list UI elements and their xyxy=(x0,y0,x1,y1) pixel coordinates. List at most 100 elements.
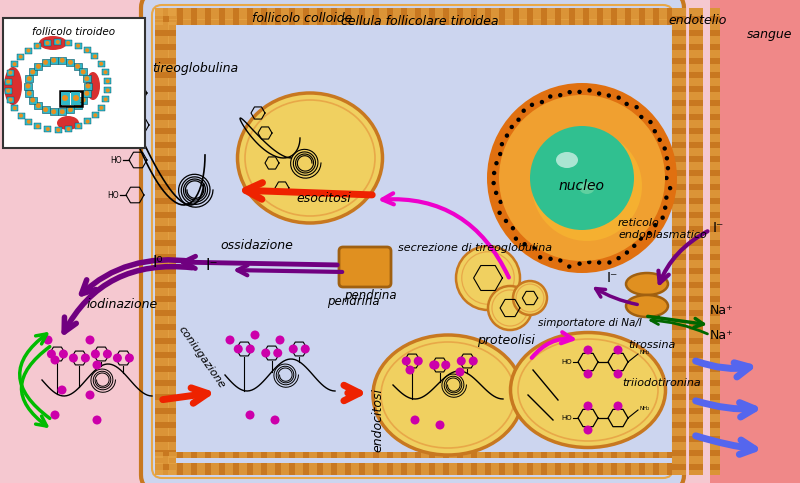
Circle shape xyxy=(93,55,97,58)
Bar xyxy=(672,162,686,170)
Circle shape xyxy=(491,181,496,185)
Bar xyxy=(477,8,485,20)
Bar xyxy=(519,19,527,25)
Circle shape xyxy=(558,93,562,98)
Bar xyxy=(519,452,527,458)
Circle shape xyxy=(81,70,86,74)
Bar xyxy=(155,134,169,142)
Bar xyxy=(689,470,703,475)
Bar xyxy=(211,463,219,475)
Bar xyxy=(365,8,373,20)
Bar xyxy=(155,176,169,184)
Bar xyxy=(672,302,686,310)
Bar xyxy=(689,456,703,464)
Bar xyxy=(168,428,176,436)
Bar xyxy=(672,78,686,86)
Bar xyxy=(323,452,331,458)
Bar xyxy=(281,8,289,20)
Circle shape xyxy=(106,79,110,83)
Bar xyxy=(168,22,176,30)
Text: I⁻: I⁻ xyxy=(206,257,218,272)
Bar xyxy=(239,463,247,475)
Circle shape xyxy=(494,191,498,195)
Bar xyxy=(183,8,191,20)
Bar xyxy=(211,19,219,25)
Bar xyxy=(393,452,401,458)
Bar xyxy=(309,19,317,25)
Circle shape xyxy=(13,62,17,66)
Text: I⁻: I⁻ xyxy=(712,221,724,235)
Bar xyxy=(34,43,41,49)
Circle shape xyxy=(59,350,68,358)
Bar xyxy=(631,19,639,25)
Bar xyxy=(672,330,686,338)
Ellipse shape xyxy=(626,273,668,295)
Circle shape xyxy=(488,286,532,330)
Bar xyxy=(365,463,373,475)
Text: tirossina: tirossina xyxy=(628,340,675,350)
Text: HO: HO xyxy=(110,88,122,98)
Circle shape xyxy=(548,94,553,99)
Bar xyxy=(24,83,32,89)
Circle shape xyxy=(26,84,30,88)
Bar xyxy=(689,428,703,436)
Bar xyxy=(155,414,169,422)
Bar xyxy=(225,463,233,475)
Bar xyxy=(155,8,163,20)
Circle shape xyxy=(492,171,496,175)
Bar xyxy=(689,442,703,450)
Bar xyxy=(54,39,62,45)
Bar xyxy=(710,414,720,422)
Bar xyxy=(505,452,513,458)
Circle shape xyxy=(46,127,50,131)
Bar xyxy=(689,386,703,394)
Circle shape xyxy=(99,62,103,66)
Bar xyxy=(155,22,169,30)
Bar xyxy=(463,8,471,20)
Bar xyxy=(710,218,720,226)
Bar xyxy=(197,8,205,20)
Bar xyxy=(74,43,82,49)
Bar xyxy=(84,118,91,125)
Text: NH₂: NH₂ xyxy=(639,350,650,355)
Bar xyxy=(351,463,359,475)
Bar xyxy=(435,8,443,20)
Bar xyxy=(168,372,176,380)
Circle shape xyxy=(86,336,94,344)
Text: iodinazione: iodinazione xyxy=(87,298,158,311)
Bar xyxy=(155,204,169,212)
Bar xyxy=(659,19,667,25)
Circle shape xyxy=(567,90,572,94)
Bar xyxy=(155,8,169,16)
Bar xyxy=(104,78,111,84)
Circle shape xyxy=(661,215,665,220)
Circle shape xyxy=(51,58,56,63)
Bar xyxy=(589,452,597,458)
Circle shape xyxy=(455,368,465,377)
Circle shape xyxy=(270,415,279,425)
Circle shape xyxy=(614,345,622,355)
Circle shape xyxy=(26,76,32,81)
Bar xyxy=(672,372,686,380)
Bar xyxy=(533,452,541,458)
Bar xyxy=(44,126,51,132)
Bar xyxy=(155,274,169,282)
Circle shape xyxy=(532,245,537,250)
Bar xyxy=(672,442,686,450)
Bar xyxy=(104,87,111,93)
Bar xyxy=(547,463,555,475)
Text: HO: HO xyxy=(562,415,572,421)
Text: pendrina: pendrina xyxy=(344,289,396,302)
Bar xyxy=(155,260,169,268)
Bar xyxy=(168,148,176,156)
Bar xyxy=(477,452,485,458)
Circle shape xyxy=(625,250,629,255)
Circle shape xyxy=(6,80,10,84)
Bar xyxy=(710,148,720,156)
Circle shape xyxy=(69,354,78,363)
Bar xyxy=(168,92,176,100)
Ellipse shape xyxy=(510,332,666,448)
Text: cellula follicolare tiroidea: cellula follicolare tiroidea xyxy=(342,15,498,28)
Circle shape xyxy=(62,95,68,101)
Circle shape xyxy=(500,142,504,146)
